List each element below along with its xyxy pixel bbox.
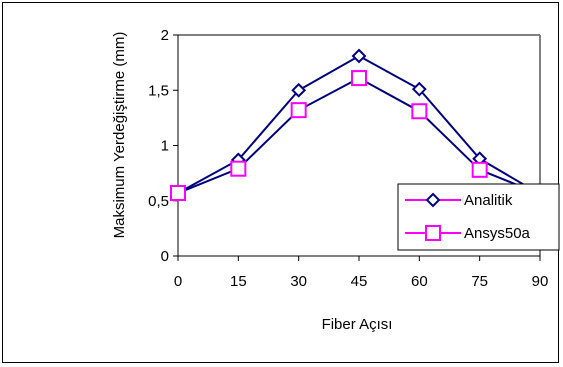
legend-label: Ansys50a [464, 225, 531, 242]
y-axis-label: Maksimum Yerdeğiştirme (mm) [111, 32, 128, 239]
series-2 [170, 70, 548, 203]
y-tick-label: 0,5 [148, 193, 169, 210]
square-data-point [230, 160, 247, 177]
legend-box [397, 183, 560, 251]
y-tick-label: 1,5 [148, 82, 169, 99]
x-tick-label: 60 [411, 273, 428, 290]
square-data-point [351, 70, 367, 87]
chart-frame [2, 2, 559, 363]
x-tick-label: 30 [290, 273, 307, 290]
square-data-point [471, 161, 488, 178]
legend-diamond-marker [425, 192, 441, 208]
x-tick-label: 90 [532, 273, 549, 290]
x-axis-label: Fiber Açısı [322, 316, 393, 333]
x-tick-label: 45 [351, 273, 368, 290]
x-tick-label: 15 [230, 273, 247, 290]
diamond-data-point [351, 48, 367, 64]
legend-square-marker [425, 225, 441, 241]
legend-item: Ansys50a [405, 225, 531, 242]
square-data-point [290, 102, 307, 119]
x-tick-label: 0 [174, 273, 182, 290]
legend: Analitik Ansys50a [397, 183, 560, 251]
diamond-data-point [411, 81, 427, 97]
y-axis: 0 0,5 1 1,5 2 [148, 27, 179, 265]
legend-label: Analitik [464, 192, 513, 209]
y-tick-label: 2 [161, 27, 169, 44]
y-tick-label: 0 [161, 248, 169, 265]
series-layer [170, 48, 548, 203]
square-data-point [170, 185, 186, 202]
square-data-point [411, 103, 428, 120]
diamond-data-point [291, 82, 307, 98]
x-tick-label: 75 [471, 273, 488, 290]
x-axis: 0 15 30 45 60 75 90 [174, 255, 549, 290]
y-tick-label: 1 [161, 138, 169, 155]
legend-item: Analitik [405, 192, 513, 209]
